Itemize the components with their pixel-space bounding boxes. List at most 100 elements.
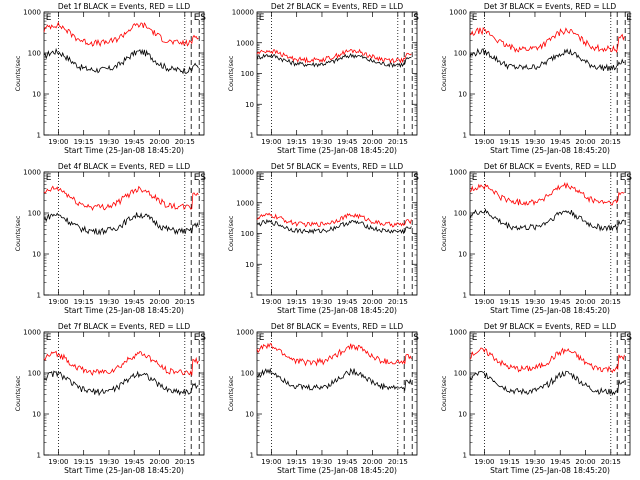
y-tick-label: 10 bbox=[458, 251, 467, 259]
y-tick-label: 1000 bbox=[236, 329, 254, 337]
event-marker-label: S bbox=[413, 333, 419, 343]
y-axis-label: Counts/sec bbox=[440, 215, 448, 251]
x-tick-label: 20:00 bbox=[362, 458, 382, 466]
chart-svg: Det 2f BLACK = Events, RED = LLD 1 10 100 10… bbox=[227, 2, 419, 155]
plot-frame bbox=[43, 171, 205, 296]
x-tick-label: 19:45 bbox=[550, 298, 570, 306]
chart-svg: Det 6f BLACK = Events, RED = LLD 1 10 100 10… bbox=[440, 162, 632, 315]
y-tick-label: 1000 bbox=[449, 329, 467, 337]
x-tick-label: 20:00 bbox=[362, 138, 382, 146]
x-tick-label: 19:45 bbox=[124, 458, 144, 466]
x-tick-label: 19:15 bbox=[74, 298, 94, 306]
plot-frame bbox=[43, 331, 205, 456]
x-tick-label: 19:45 bbox=[337, 138, 357, 146]
y-tick-label: 1 bbox=[463, 292, 467, 300]
series-line-events bbox=[43, 47, 199, 75]
event-marker-label: S bbox=[200, 13, 206, 23]
y-tick-label: 100 bbox=[454, 370, 467, 378]
x-tick-label: 19:30 bbox=[312, 138, 332, 146]
x-tick-label: 19:30 bbox=[525, 138, 545, 146]
plot-frame bbox=[256, 11, 418, 136]
detector-panel: Det 4f BLACK = Events, RED = LLD 1 10 100 10… bbox=[0, 160, 213, 320]
plot-frame bbox=[469, 11, 631, 136]
y-tick-label: 100 bbox=[241, 370, 254, 378]
x-tick-label: 19:00 bbox=[48, 298, 68, 306]
x-tick-label: 19:30 bbox=[312, 298, 332, 306]
x-tick-label: 19:30 bbox=[312, 458, 332, 466]
x-tick-label: 20:00 bbox=[362, 298, 382, 306]
chart-title: Det 8f BLACK = Events, RED = LLD bbox=[271, 322, 404, 331]
x-tick-label: 19:45 bbox=[337, 298, 357, 306]
x-tick-label: 19:45 bbox=[124, 298, 144, 306]
x-tick-label: 20:15 bbox=[388, 298, 408, 306]
y-axis-label: Counts/sec bbox=[440, 55, 448, 91]
x-tick-label: 19:30 bbox=[99, 458, 119, 466]
x-tick-label: 20:00 bbox=[575, 458, 595, 466]
y-tick-label: 1 bbox=[250, 452, 254, 460]
y-tick-label: 100 bbox=[241, 230, 254, 238]
chart-title: Det 4f BLACK = Events, RED = LLD bbox=[58, 162, 191, 171]
series-line-events bbox=[469, 208, 625, 232]
detector-panel: Det 9f BLACK = Events, RED = LLD 1 10 100 10… bbox=[426, 320, 639, 480]
y-tick-label: 1 bbox=[463, 132, 467, 140]
y-axis-label: Counts/sec bbox=[14, 375, 22, 411]
x-tick-label: 19:00 bbox=[474, 298, 494, 306]
y-tick-label: 1 bbox=[37, 452, 41, 460]
x-tick-label: 20:15 bbox=[601, 298, 621, 306]
chart-title: Det 9f BLACK = Events, RED = LLD bbox=[484, 322, 617, 331]
x-tick-label: 20:00 bbox=[575, 298, 595, 306]
x-axis-label: Start Time (25-Jan-08 18:45:20) bbox=[490, 466, 610, 475]
event-marker-label: S bbox=[626, 333, 632, 343]
event-marker-label: E bbox=[194, 333, 200, 343]
chart-title: Det 3f BLACK = Events, RED = LLD bbox=[484, 2, 617, 11]
series-line-events bbox=[43, 212, 199, 236]
event-marker-label: S bbox=[626, 173, 632, 183]
event-marker-label: E bbox=[46, 13, 52, 23]
y-tick-label: 1000 bbox=[236, 39, 254, 47]
event-marker-label: E bbox=[259, 173, 265, 183]
x-axis-label: Start Time (25-Jan-08 18:45:20) bbox=[64, 146, 184, 155]
y-tick-label: 10 bbox=[32, 91, 41, 99]
y-tick-label: 100 bbox=[28, 370, 41, 378]
x-tick-label: 20:15 bbox=[175, 138, 195, 146]
x-tick-label: 19:00 bbox=[261, 138, 281, 146]
series-line-lld bbox=[469, 182, 625, 207]
chart-svg: Det 7f BLACK = Events, RED = LLD 1 10 100 10… bbox=[14, 322, 206, 475]
x-tick-label: 20:15 bbox=[601, 138, 621, 146]
plot-frame bbox=[43, 11, 205, 136]
y-tick-label: 1000 bbox=[449, 9, 467, 17]
event-marker-label: E bbox=[46, 333, 52, 343]
chart-title: Det 2f BLACK = Events, RED = LLD bbox=[271, 2, 404, 11]
detector-panel: Det 1f BLACK = Events, RED = LLD 1 10 100 10… bbox=[0, 0, 213, 160]
y-tick-label: 1000 bbox=[23, 9, 41, 17]
series-line-lld bbox=[256, 48, 412, 64]
y-axis-label: Counts/sec bbox=[227, 375, 235, 411]
event-marker-label: E bbox=[259, 333, 265, 343]
y-tick-label: 1 bbox=[463, 452, 467, 460]
y-tick-label: 10 bbox=[32, 411, 41, 419]
x-tick-label: 20:15 bbox=[388, 138, 408, 146]
y-tick-label: 10 bbox=[245, 261, 254, 269]
event-marker-label: E bbox=[46, 173, 52, 183]
plot-frame bbox=[469, 331, 631, 456]
detector-panel: Det 3f BLACK = Events, RED = LLD 1 10 100 10… bbox=[426, 0, 639, 160]
plot-frame bbox=[469, 171, 631, 296]
series-line-lld bbox=[43, 21, 199, 48]
series-line-events bbox=[256, 218, 412, 235]
y-tick-label: 10 bbox=[245, 101, 254, 109]
x-tick-label: 19:45 bbox=[337, 458, 357, 466]
detector-panel: Det 5f BLACK = Events, RED = LLD 1 10 100 10… bbox=[213, 160, 426, 320]
chart-svg: Det 5f BLACK = Events, RED = LLD 1 10 100 10… bbox=[227, 162, 419, 315]
chart-svg: Det 3f BLACK = Events, RED = LLD 1 10 100 10… bbox=[440, 2, 632, 155]
plot-frame bbox=[256, 171, 418, 296]
x-tick-label: 20:00 bbox=[149, 458, 169, 466]
y-tick-label: 1 bbox=[250, 292, 254, 300]
series-line-lld bbox=[469, 347, 625, 374]
x-tick-label: 19:15 bbox=[500, 458, 520, 466]
detector-panel: Det 8f BLACK = Events, RED = LLD 1 10 100 10… bbox=[213, 320, 426, 480]
y-tick-label: 10000 bbox=[232, 9, 254, 17]
x-tick-label: 19:15 bbox=[287, 298, 307, 306]
x-axis-label: Start Time (25-Jan-08 18:45:20) bbox=[490, 306, 610, 315]
y-axis-label: Counts/sec bbox=[14, 215, 22, 251]
plot-frame bbox=[256, 331, 418, 456]
